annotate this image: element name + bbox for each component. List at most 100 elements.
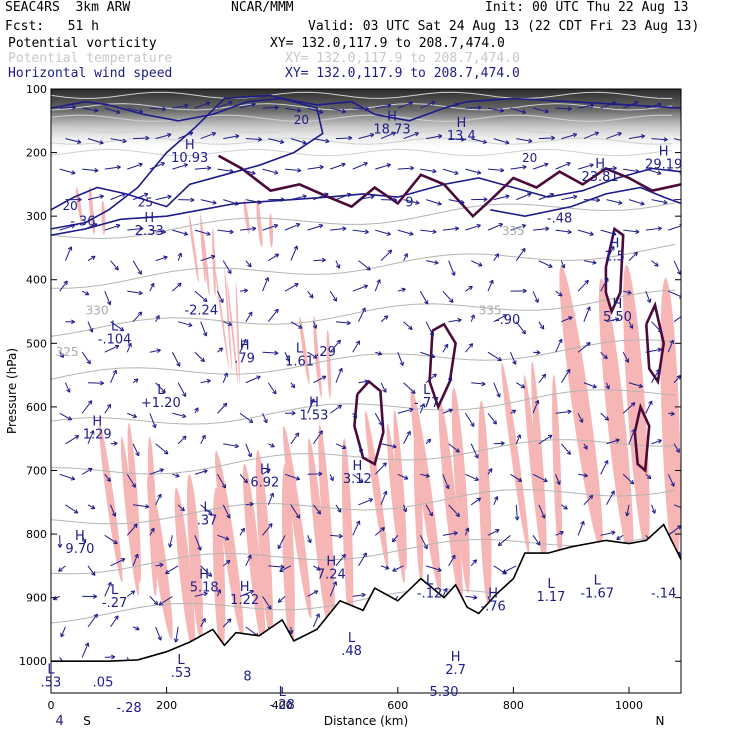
theta-contour xyxy=(51,148,673,157)
wind-vector xyxy=(307,471,323,477)
extremum-marker: L xyxy=(177,653,185,668)
wind-vector xyxy=(420,229,437,235)
wind-vector xyxy=(555,474,561,485)
wind-vector xyxy=(149,282,155,292)
wind-vector xyxy=(149,161,165,170)
wind-vector xyxy=(380,490,388,505)
pv-shaded-region xyxy=(200,214,206,283)
theta-contour xyxy=(51,137,673,145)
wind-vector xyxy=(515,434,522,444)
wind-vector xyxy=(651,439,662,445)
extremum-marker: H xyxy=(326,555,336,570)
wind-vector xyxy=(82,594,97,599)
wind-vector xyxy=(262,350,279,356)
wind-vector xyxy=(487,223,504,231)
wind-vector xyxy=(425,373,437,384)
wind-vector xyxy=(262,596,272,610)
wind-vector xyxy=(59,280,68,292)
wind-vector xyxy=(239,168,256,175)
pv-shaded-region xyxy=(393,410,407,571)
extremum-value: -.14 xyxy=(651,587,676,602)
wind-vector xyxy=(606,199,623,205)
extremum-value: 1.22 xyxy=(230,593,259,608)
wind-vector xyxy=(110,192,126,201)
wind-vector xyxy=(194,407,199,414)
wind-vector xyxy=(645,473,652,480)
wind-vector xyxy=(622,473,635,485)
wind-vector xyxy=(222,260,232,274)
wind-vector xyxy=(104,107,121,115)
wind-vector xyxy=(510,107,527,115)
wind-vector xyxy=(470,314,475,322)
theta-contour xyxy=(51,202,676,240)
wind-vector xyxy=(352,284,369,292)
wind-vector xyxy=(335,367,343,383)
wind-vector xyxy=(245,554,252,567)
wind-vector xyxy=(330,533,343,539)
wind-vector xyxy=(268,138,285,144)
wind-vector xyxy=(470,443,479,459)
wind-vector xyxy=(673,504,681,509)
wind-vector xyxy=(651,260,659,267)
wind-vector xyxy=(673,443,680,453)
extremum-value: 29.19 xyxy=(645,157,682,172)
wind-vector xyxy=(578,103,595,109)
wind-vector xyxy=(493,441,505,446)
wind-vector xyxy=(155,194,172,201)
wind-vector xyxy=(532,290,539,303)
extremum-value: 8 xyxy=(243,669,251,684)
wind-vector xyxy=(277,595,286,603)
extremum-value: -.76 xyxy=(480,599,505,614)
wind-vector xyxy=(358,379,369,385)
wind-vector xyxy=(600,460,609,475)
extremum-marker: H xyxy=(199,567,209,582)
theta-contour-label: 325 xyxy=(56,345,79,359)
wind-vector xyxy=(200,378,211,384)
wind-vector xyxy=(628,199,645,206)
wind-vector xyxy=(510,164,527,170)
wind-vector xyxy=(126,474,136,488)
wind-vector xyxy=(64,246,73,261)
wind-vector xyxy=(510,352,517,365)
wind-vector xyxy=(510,223,527,231)
wind-vector xyxy=(493,314,508,323)
wind-vector xyxy=(222,372,229,383)
wind-vector xyxy=(555,338,563,353)
wind-vector xyxy=(155,562,164,568)
wind-vector xyxy=(555,530,564,536)
wind-vector xyxy=(352,106,369,112)
wind-vector xyxy=(668,411,675,417)
wind-vector xyxy=(222,618,232,628)
extremum-marker: H xyxy=(260,462,270,477)
wind-vector xyxy=(217,168,234,174)
wind-vector xyxy=(465,168,482,175)
pv-shaded-region xyxy=(212,227,216,297)
wind-vector xyxy=(442,226,460,232)
wind-vector xyxy=(600,229,617,236)
wind-vector xyxy=(262,105,279,110)
valid-time: Valid: 03 UTC Sat 24 Aug 13 (22 CDT Fri … xyxy=(308,19,700,34)
wind-vector xyxy=(465,223,481,231)
wind-vector xyxy=(245,375,261,384)
wind-vector xyxy=(87,321,94,333)
wind-vector xyxy=(155,443,169,455)
wind-vector xyxy=(132,626,140,631)
wind-vector xyxy=(471,197,488,202)
extremum-value: -1.67 xyxy=(580,587,614,602)
theta-contour xyxy=(51,243,676,289)
plot-frame xyxy=(50,88,682,694)
pv-shaded-region xyxy=(413,423,424,584)
wind-vector xyxy=(403,131,419,140)
wind-vector xyxy=(425,504,433,517)
wind-vector xyxy=(312,321,318,329)
wind-vector xyxy=(555,290,563,297)
wind-vector xyxy=(392,565,404,572)
wind-vector xyxy=(532,473,548,483)
wind-vector xyxy=(81,351,91,365)
pv-shaded-region xyxy=(88,186,94,222)
wind-vector xyxy=(313,565,321,571)
wind-vector xyxy=(555,162,571,170)
wind-vector xyxy=(420,351,436,359)
north-label: N xyxy=(656,714,665,728)
wind-vector xyxy=(515,247,526,261)
